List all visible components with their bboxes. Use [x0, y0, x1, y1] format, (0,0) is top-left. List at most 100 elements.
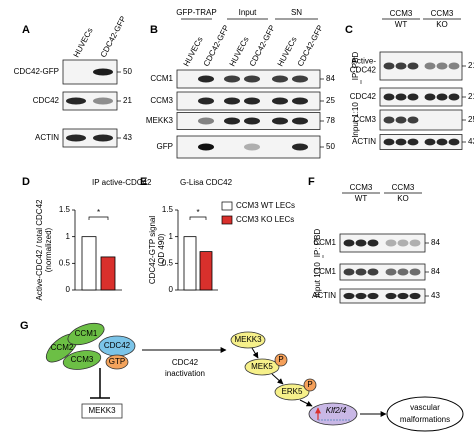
- blot-band: [292, 117, 308, 125]
- node-label: CDC42: [104, 341, 131, 350]
- outcome-node: [386, 396, 464, 432]
- y-tick-label: 1.5: [162, 205, 174, 214]
- arrow-label: inactivation: [165, 369, 205, 378]
- panel-label: G: [20, 320, 29, 332]
- blot-band: [407, 93, 419, 101]
- blot-band: [385, 239, 397, 247]
- arrow-label: CDC42: [172, 358, 199, 367]
- row-label: CCM1: [313, 267, 336, 276]
- row-label: GFP: [157, 142, 173, 151]
- phospho: [303, 378, 317, 392]
- node-label: CCM3: [71, 355, 94, 364]
- bar: [81, 236, 97, 291]
- blot-band: [424, 93, 436, 101]
- blot-band: [424, 62, 436, 70]
- panel-label: B: [150, 24, 158, 36]
- blot-band: [383, 62, 395, 70]
- group-label: CCM3: [431, 9, 454, 18]
- blot-band: [409, 268, 421, 276]
- significance-bracket: [88, 216, 109, 220]
- blot-band: [395, 93, 407, 101]
- size-label: 43: [123, 133, 132, 142]
- row-label: CCM1: [313, 238, 336, 247]
- node: [105, 354, 129, 370]
- column-label: CDC42-GFP: [248, 24, 277, 68]
- blot-band: [367, 292, 379, 300]
- blot-band: [397, 268, 409, 276]
- blot-band: [395, 138, 407, 146]
- column-label: CDC42-GFP: [296, 24, 325, 68]
- blot-band: [198, 97, 214, 105]
- size-label: 84: [431, 267, 440, 276]
- node: [230, 331, 266, 349]
- blot-band: [244, 117, 260, 125]
- blot-band: [448, 62, 460, 70]
- blot-band: [367, 239, 379, 247]
- bar: [183, 236, 197, 291]
- group-label: CCM3: [392, 183, 415, 192]
- group-label: Input: [239, 8, 258, 17]
- node: [244, 358, 280, 376]
- row-label: Active-: [352, 57, 377, 66]
- blot-band: [343, 239, 355, 247]
- panel-label: D: [22, 176, 30, 188]
- group-label: CCM3: [390, 9, 413, 18]
- blot-band: [355, 292, 367, 300]
- blot-band: [436, 62, 448, 70]
- bar: [199, 251, 213, 291]
- blot-band: [407, 116, 419, 124]
- blot-band: [224, 97, 240, 105]
- node-label: ERK5: [282, 387, 303, 396]
- group-label: WT: [355, 194, 368, 203]
- section-label: IP: PBD: [313, 229, 322, 258]
- outcome-label: vascular: [410, 403, 440, 412]
- row-label: CCM1: [150, 74, 173, 83]
- y-axis-label: (OD 490): [157, 233, 166, 266]
- panel-label: A: [22, 24, 30, 36]
- gene-label: Klf2/4: [326, 406, 347, 415]
- blot-band: [385, 292, 397, 300]
- blot-band: [244, 75, 260, 83]
- node-label: MEKK3: [234, 335, 262, 344]
- y-tick-label: 0.5: [162, 258, 174, 267]
- blot-band: [292, 75, 308, 83]
- arrow: [271, 373, 284, 385]
- phospho-label: P: [307, 380, 312, 389]
- inhibited-label: MEKK3: [88, 406, 116, 415]
- column-label: HUVECs: [72, 26, 95, 58]
- blot-band: [198, 75, 214, 83]
- blot-band: [224, 117, 240, 125]
- y-tick-label: 1: [66, 232, 71, 241]
- group-label: KO: [397, 194, 409, 203]
- legend-label: CCM3 KO LECs: [236, 215, 294, 224]
- section-label: Input 1:10: [351, 102, 360, 138]
- size-label: 43: [468, 137, 474, 146]
- significance-star: *: [97, 208, 100, 217]
- blot-band: [383, 116, 395, 124]
- size-label: 21: [123, 96, 132, 105]
- blot-band: [448, 93, 460, 101]
- node-label: CCM1: [75, 329, 98, 338]
- blot-band: [397, 239, 409, 247]
- group-label: GFP-TRAP: [176, 8, 216, 17]
- blot-band: [292, 97, 308, 105]
- blot-band: [198, 143, 214, 151]
- size-label: 25: [326, 96, 335, 105]
- node: [62, 350, 102, 370]
- blot-band: [244, 97, 260, 105]
- size-label: 50: [123, 67, 132, 76]
- panel-label: C: [345, 24, 353, 36]
- section-label: IP: PBD: [351, 52, 360, 81]
- blot-band: [224, 75, 240, 83]
- column-label: CDC42-GFP: [202, 24, 231, 68]
- y-tick-label: 0: [66, 285, 71, 294]
- panel-label: F: [308, 176, 315, 188]
- legend-label: CCM3 WT LECs: [236, 201, 295, 210]
- blot-band: [395, 116, 407, 124]
- blot-band: [272, 97, 288, 105]
- chart-title: G-Lisa CDC42: [180, 178, 233, 187]
- group-label: WT: [395, 20, 408, 29]
- group-label: KO: [436, 20, 448, 29]
- size-label: 50: [326, 142, 335, 151]
